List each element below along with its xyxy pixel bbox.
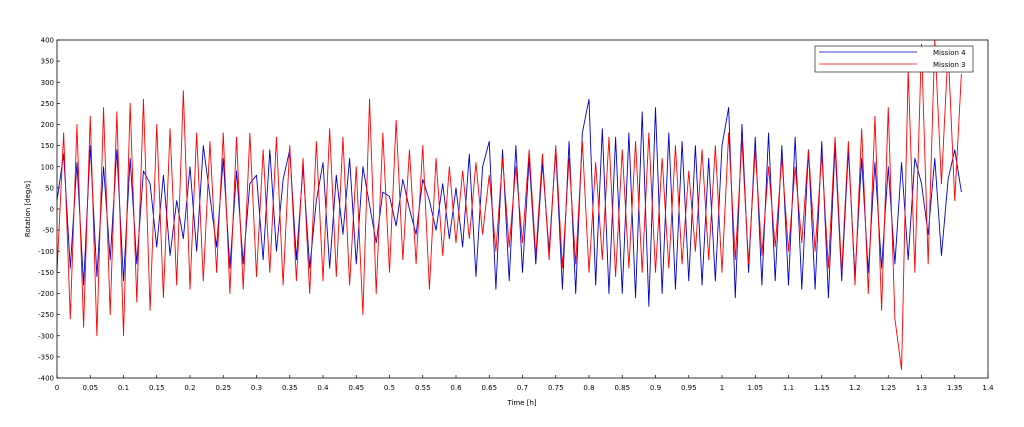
y-tick-label: 50 [45, 184, 54, 192]
x-tick-label: 0.7 [517, 384, 528, 392]
x-tick-label: 0.3 [251, 384, 262, 392]
x-tick-label: 0.4 [317, 384, 329, 392]
x-axis-ticks: 0 0.05 0.1 0.15 0.2 0.25 0.3 0.35 0.4 0.45 0.5 0.55… [55, 375, 994, 392]
y-tick-label: -50 [43, 227, 54, 235]
legend-label-mission-3: Mission 3 [933, 61, 966, 69]
y-tick-label: 200 [41, 121, 54, 129]
y-tick-label: 250 [41, 100, 54, 108]
series-lines [56, 39, 962, 370]
y-axis-title: Rotation [deg/s] [24, 181, 32, 237]
x-tick-label: 0.05 [82, 384, 98, 392]
y-tick-label: -250 [38, 311, 54, 319]
y-tick-label: 150 [41, 142, 54, 150]
x-tick-label: 0.6 [450, 384, 462, 392]
legend-box [814, 45, 974, 73]
x-tick-label: 0.5 [384, 384, 395, 392]
x-tick-label: 0.45 [348, 384, 364, 392]
x-tick-label: 0.15 [149, 384, 165, 392]
x-tick-label: 0 [55, 384, 59, 392]
series-line-mission-4 [56, 98, 962, 307]
x-tick-label: 0.95 [681, 384, 697, 392]
x-tick-label: 1.05 [747, 384, 763, 392]
y-tick-label: 350 [41, 58, 54, 66]
x-tick-label: 0.85 [614, 384, 630, 392]
y-tick-label: 100 [41, 163, 54, 171]
x-axis-title: Time [h] [506, 399, 537, 407]
y-tick-label: 300 [41, 79, 54, 87]
x-tick-label: 0.25 [215, 384, 231, 392]
x-tick-label: 1 [720, 384, 724, 392]
legend-label-mission-4: Mission 4 [933, 49, 966, 57]
x-tick-label: 0.2 [184, 384, 195, 392]
x-tick-label: 0.35 [282, 384, 298, 392]
plot-frame [56, 39, 989, 379]
y-tick-label: -150 [38, 269, 54, 277]
x-tick-label: 1.15 [814, 384, 830, 392]
x-tick-label: 1.4 [982, 384, 994, 392]
x-tick-label: 1.3 [916, 384, 927, 392]
x-tick-label: 0.55 [415, 384, 431, 392]
series-line-mission-3 [56, 39, 962, 370]
x-tick-label: 1.35 [947, 384, 963, 392]
x-tick-label: 0.9 [650, 384, 661, 392]
y-tick-label: -300 [38, 332, 54, 340]
x-tick-label: 0.75 [548, 384, 564, 392]
legend: Mission 4 Mission 3 [814, 45, 974, 73]
x-tick-label: 1.25 [880, 384, 896, 392]
y-tick-label: 0 [50, 206, 54, 214]
y-tick-label: -100 [38, 248, 54, 256]
x-tick-label: 0.1 [118, 384, 129, 392]
y-tick-label: -400 [38, 375, 54, 383]
x-tick-label: 1.1 [783, 384, 794, 392]
x-tick-label: 0.8 [583, 384, 594, 392]
x-tick-label: 1.2 [849, 384, 860, 392]
x-tick-label: 0.65 [481, 384, 497, 392]
y-tick-label: 400 [41, 37, 54, 45]
y-tick-label: -350 [38, 353, 54, 361]
y-tick-label: -200 [38, 290, 54, 298]
